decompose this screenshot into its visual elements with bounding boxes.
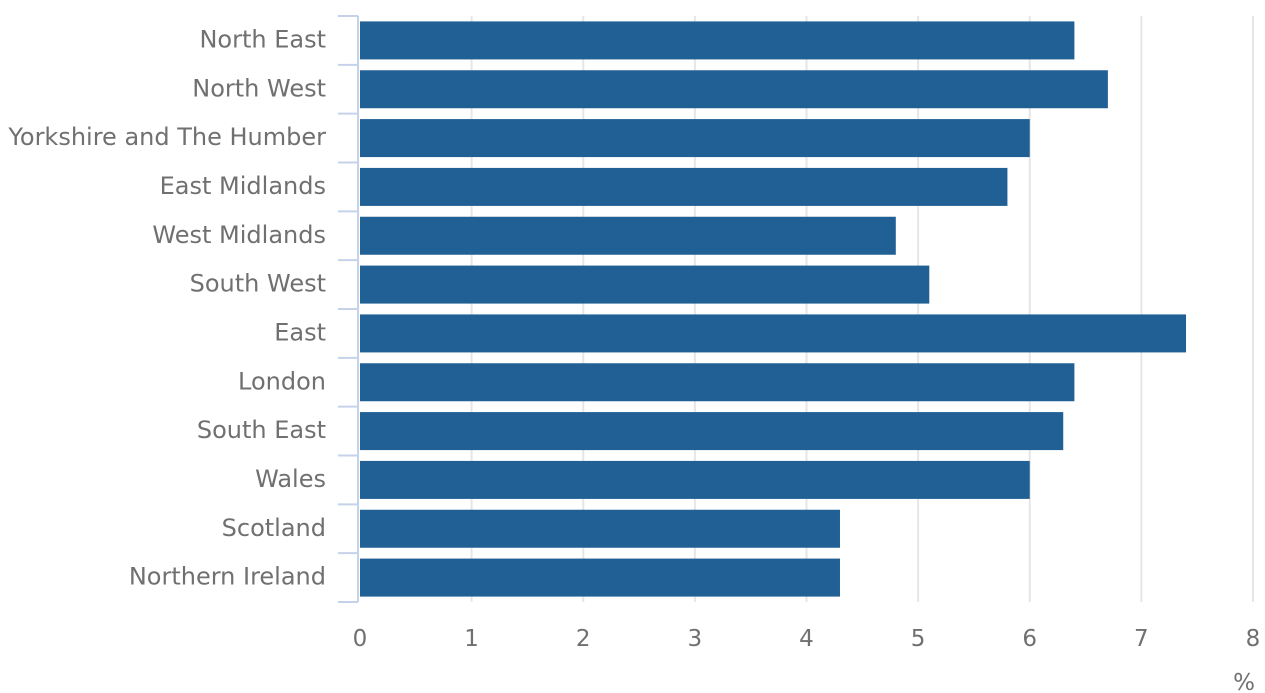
- x-tick-label: 0: [353, 626, 368, 652]
- x-tick-label: 6: [1022, 626, 1037, 652]
- x-tick-label: 8: [1246, 626, 1261, 652]
- bar: [360, 265, 930, 304]
- bar: [360, 314, 1187, 353]
- x-unit-label: %: [1233, 670, 1255, 693]
- x-tick-label: 5: [911, 626, 926, 652]
- category-labels: North East North West Yorkshire and The Hu…: [7, 25, 326, 590]
- category-label: West Midlands: [152, 221, 326, 249]
- bars: [360, 21, 1187, 597]
- bar: [360, 216, 896, 255]
- bar: [360, 558, 840, 597]
- category-label: South West: [190, 270, 326, 298]
- x-tick-label: 1: [464, 626, 479, 652]
- bar: [360, 21, 1075, 60]
- bar: [360, 70, 1108, 109]
- x-tick-label: 2: [576, 626, 591, 652]
- category-label: Scotland: [222, 514, 326, 542]
- category-label: Yorkshire and The Humber: [7, 123, 326, 151]
- category-label: East: [274, 318, 326, 346]
- bar: [360, 412, 1064, 451]
- bar: [360, 119, 1030, 158]
- category-axis: [338, 15, 359, 603]
- bar: [360, 167, 1008, 206]
- category-label: North East: [199, 25, 326, 53]
- category-label: Northern Ireland: [129, 563, 326, 591]
- bar: [360, 363, 1075, 402]
- category-label: North West: [192, 74, 326, 102]
- category-label: Wales: [255, 465, 326, 493]
- x-tick-labels: 0 1 2 3 4 5 6 7 8: [353, 626, 1261, 652]
- category-label: East Midlands: [160, 172, 326, 200]
- category-label: South East: [197, 416, 326, 444]
- gridlines: [470, 16, 1254, 602]
- x-tick-label: 3: [688, 626, 703, 652]
- bar: [360, 460, 1030, 499]
- category-label: London: [238, 367, 326, 395]
- x-tick-label: 7: [1134, 626, 1149, 652]
- bar: [360, 509, 840, 548]
- x-tick-label: 4: [799, 626, 814, 652]
